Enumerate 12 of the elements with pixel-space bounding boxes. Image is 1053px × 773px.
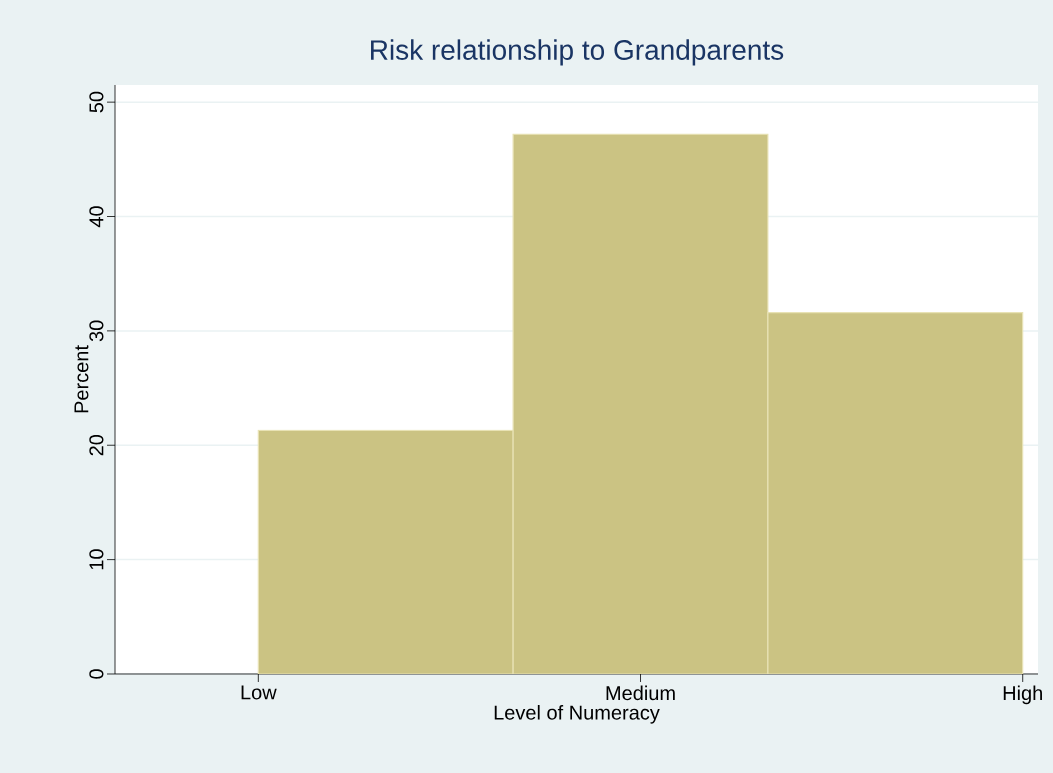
- x-axis-title: Level of Numeracy: [494, 705, 660, 724]
- y-tick-label: 50: [89, 91, 104, 113]
- y-axis-title: Percent: [74, 345, 89, 413]
- y-tick-label: 10: [89, 549, 104, 570]
- x-tick-label: Medium: [606, 685, 675, 701]
- y-tick-label: 20: [89, 434, 104, 456]
- y-tick-label: 0: [89, 669, 104, 679]
- x-tick-label: Low: [241, 685, 277, 700]
- chart-title: Risk relationship to Grandparents: [371, 39, 784, 66]
- y-tick-label: 40: [89, 206, 104, 228]
- y-tick-label: 30: [89, 320, 104, 342]
- x-tick-label: High: [1003, 685, 1042, 705]
